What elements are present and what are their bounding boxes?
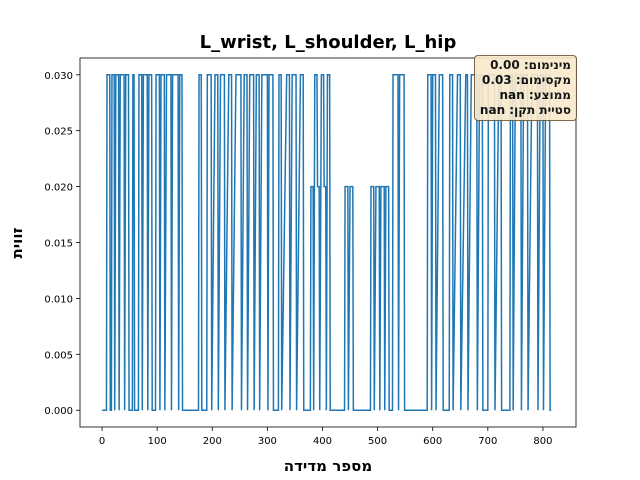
stats-line: ממוצע: nan (499, 88, 571, 102)
stats-line: מקסימום: 0.03 (482, 73, 571, 87)
x-tick-label: 600 (423, 436, 442, 447)
stats-line: סטיית תקן: nan (479, 103, 571, 117)
x-axis-label: מספר מדידה (284, 457, 372, 475)
x-tick-label: 800 (533, 436, 552, 447)
x-tick-label: 200 (203, 436, 222, 447)
y-tick-label: 0.000 (44, 406, 73, 417)
y-tick-label: 0.020 (44, 183, 73, 194)
x-tick-label: 300 (258, 436, 277, 447)
y-tick-label: 0.005 (44, 350, 73, 361)
data-line (102, 74, 552, 411)
chart-title: L_wrist, L_shoulder, L_hip (200, 32, 457, 53)
x-tick-label: 700 (478, 436, 497, 447)
y-axis-label: זווית (8, 228, 26, 259)
y-tick-label: 0.010 (44, 294, 73, 305)
y-tick-label: 0.030 (44, 71, 73, 82)
x-tick-label: 400 (313, 436, 332, 447)
stats-line: מינימום: 0.00 (490, 58, 571, 72)
x-tick-label: 500 (368, 436, 387, 447)
y-tick-label: 0.025 (44, 127, 73, 138)
stats-box: מינימום: 0.00 מקסימום: 0.03 ממוצע: nan סטיי… (473, 55, 577, 121)
y-tick-label: 0.015 (44, 239, 73, 250)
x-tick-label: 0 (99, 436, 105, 447)
x-tick-label: 100 (148, 436, 167, 447)
